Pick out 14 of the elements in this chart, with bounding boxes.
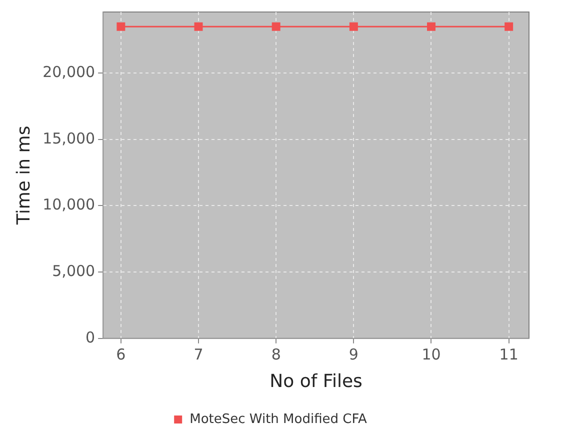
x-tick-label: 10 (422, 345, 441, 364)
legend-label: MoteSec With Modified CFA (190, 412, 368, 427)
x-tick-label: 6 (116, 345, 126, 364)
y-tick-label: 5,000 (52, 262, 96, 280)
x-axis-title: No of Files (270, 370, 362, 392)
y-tick-label: 15,000 (42, 129, 96, 148)
y-tick-label: 20,000 (42, 62, 96, 81)
x-tick-label: 7 (194, 345, 204, 364)
y-axis-title: Time in ms (13, 126, 34, 226)
y-tick-label: 0 (86, 328, 96, 346)
x-tick-label: 11 (499, 345, 518, 364)
x-tick-label: 8 (271, 345, 281, 364)
y-tick-label: 10,000 (42, 196, 96, 214)
x-tick-label: 9 (348, 345, 358, 364)
